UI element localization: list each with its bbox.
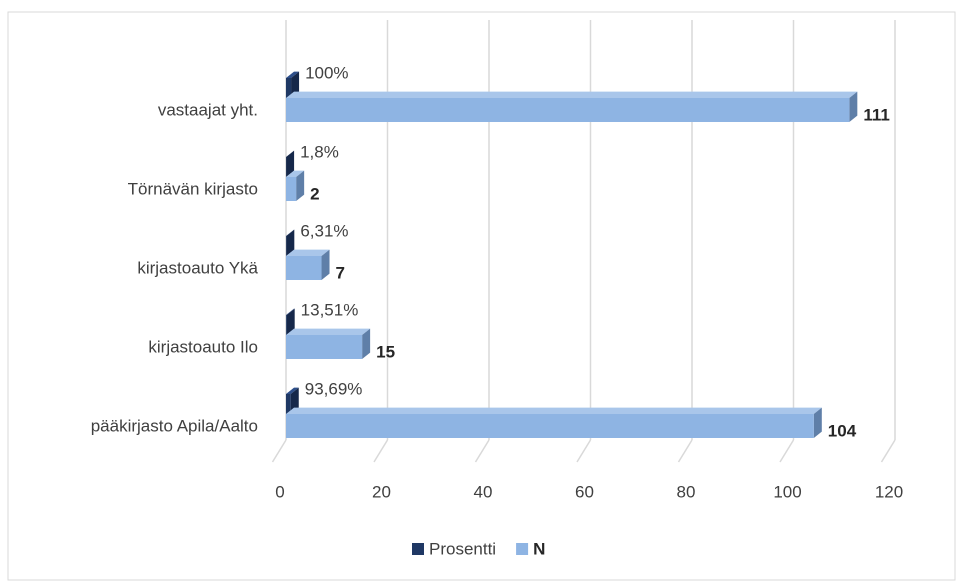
data-label: 13,51%	[301, 300, 359, 319]
bar	[286, 315, 287, 335]
x-tick-label: 100	[773, 482, 801, 501]
data-label: 15	[376, 342, 395, 361]
data-label: 111	[863, 105, 890, 124]
bar-top	[286, 92, 857, 98]
data-label: 6,31%	[300, 221, 348, 240]
bar	[286, 414, 814, 438]
y-tick-label: kirjastoauto Ilo	[148, 337, 258, 356]
legend-swatch	[516, 543, 528, 555]
bar-top	[286, 408, 822, 414]
data-label: 100%	[305, 63, 348, 82]
bar-top	[286, 329, 370, 335]
bar	[286, 256, 322, 280]
y-tick-label: vastaajat yht.	[158, 100, 258, 119]
data-label: 7	[336, 263, 345, 282]
x-tick-label: 80	[677, 482, 696, 501]
x-tick-label: 20	[372, 482, 391, 501]
x-tick-label: 60	[575, 482, 594, 501]
y-tick-label: Törnävän kirjasto	[128, 179, 258, 198]
legend-swatch	[412, 543, 424, 555]
bar	[286, 335, 362, 359]
bar	[286, 98, 849, 122]
data-label: 2	[310, 184, 319, 203]
data-label: 93,69%	[305, 379, 363, 398]
x-tick-label: 0	[275, 482, 284, 501]
y-tick-label: pääkirjasto Apila/Aalto	[91, 416, 258, 435]
bar	[286, 177, 296, 201]
data-label: 104	[828, 421, 857, 440]
x-tick-label: 120	[875, 482, 903, 501]
data-label: 1,8%	[300, 142, 339, 161]
y-tick-label: kirjastoauto Ykä	[137, 258, 258, 277]
x-tick-label: 40	[474, 482, 493, 501]
legend-label: Prosentti	[429, 539, 496, 558]
legend-label: N	[533, 539, 545, 558]
